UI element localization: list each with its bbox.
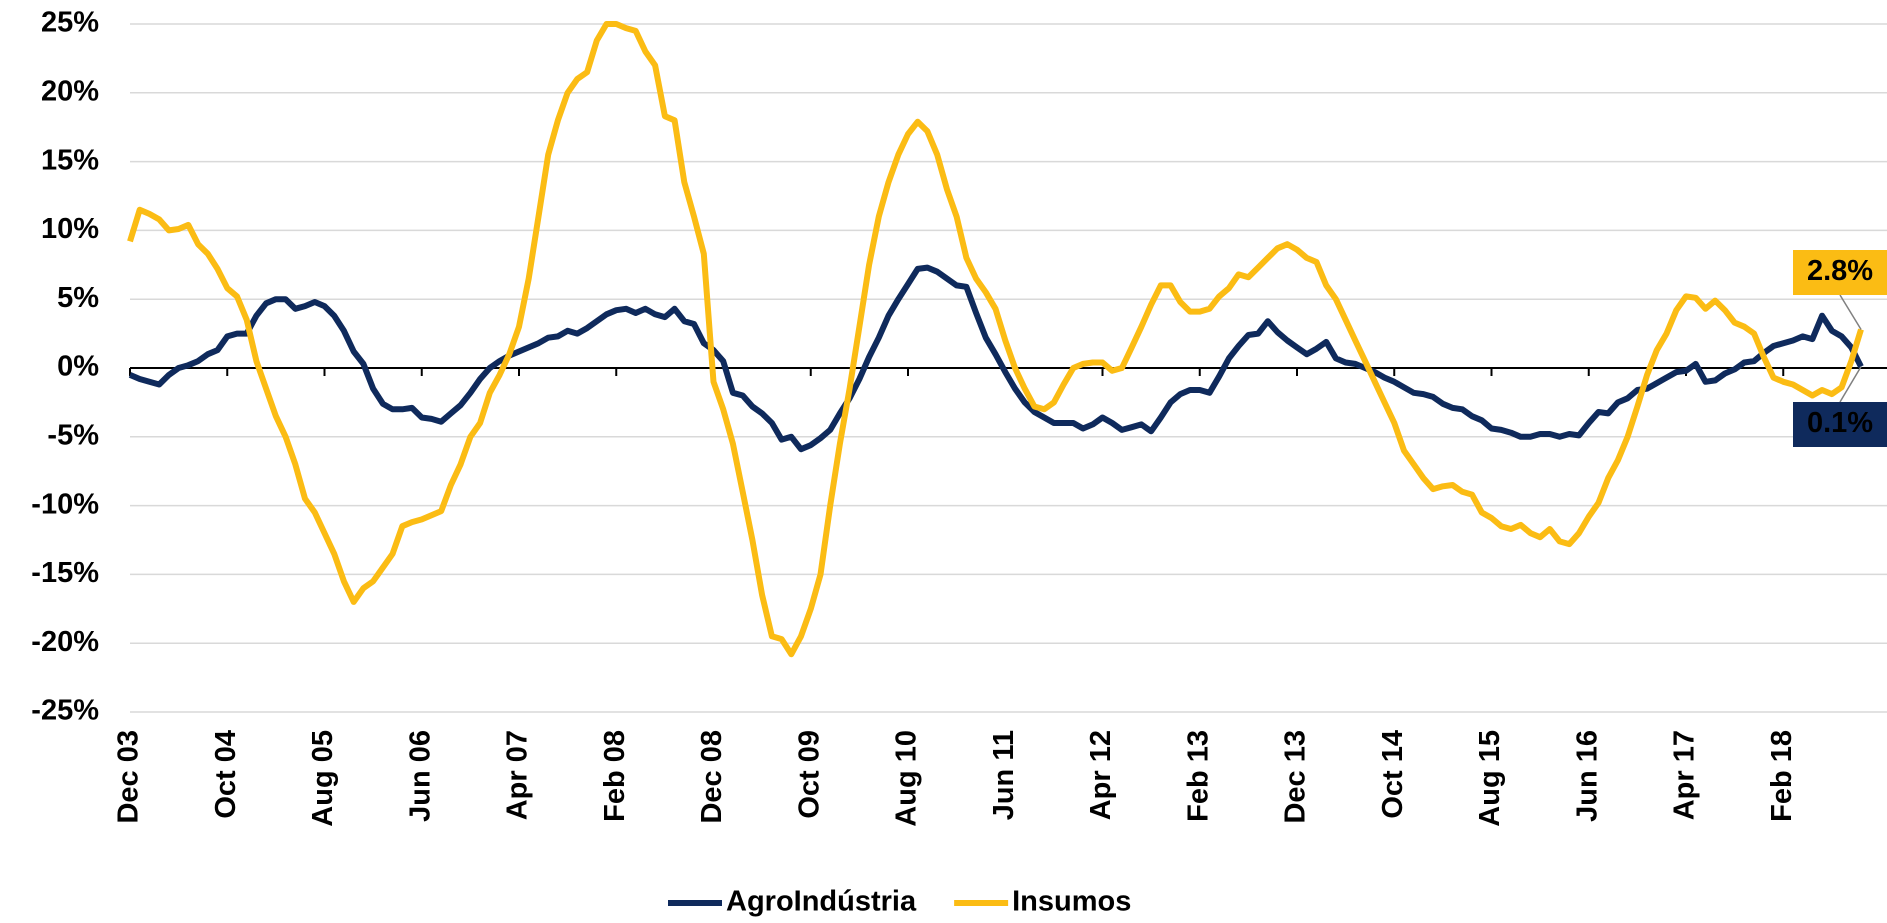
x-tick-label: Aug 10 (891, 730, 923, 827)
x-tick-label: Jun 06 (404, 730, 436, 822)
x-tick-label: Aug 05 (307, 730, 339, 827)
x-tick-label: Oct 14 (1377, 730, 1409, 819)
x-tick-label: Feb 13 (1182, 730, 1214, 822)
label-leader (1839, 294, 1862, 330)
x-tick-label: Jun 11 (988, 730, 1020, 820)
legend-label: AgroIndústria (726, 886, 917, 918)
x-tick-label: Jun 16 (1571, 730, 1603, 822)
y-tick-label: 20% (41, 75, 99, 107)
y-tick-label: 25% (41, 7, 99, 39)
y-tick-label: -10% (31, 488, 99, 520)
data-label: 2.8% (1807, 255, 1873, 287)
x-tick-label: Apr 07 (502, 730, 534, 820)
series-line (127, 21, 1864, 658)
y-tick-label: 15% (41, 144, 99, 176)
legend-label: Insumos (1012, 886, 1131, 918)
x-tick-label: Oct 04 (210, 730, 242, 819)
x-tick-label: Dec 03 (113, 730, 145, 824)
x-tick-label: Aug 15 (1474, 730, 1506, 827)
x-tick-label: Apr 17 (1669, 730, 1701, 820)
x-tick-label: Dec 13 (1280, 730, 1312, 824)
series-line (128, 264, 1864, 453)
label-box (1793, 250, 1887, 295)
data-label: 0.1% (1807, 407, 1873, 439)
x-tick-label: Feb 08 (599, 730, 631, 822)
x-tick-label: Oct 09 (793, 730, 825, 819)
y-tick-label: 0% (57, 351, 99, 383)
y-tick-label: -25% (31, 695, 99, 727)
y-tick-label: -15% (31, 557, 99, 589)
x-tick-label: Apr 12 (1085, 730, 1117, 820)
x-tick-label: Feb 18 (1766, 730, 1798, 822)
y-tick-label: 5% (57, 282, 99, 314)
y-tick-label: -20% (31, 626, 99, 658)
label-box (1793, 402, 1887, 447)
y-tick-label: 10% (41, 213, 99, 245)
y-tick-label: -5% (47, 419, 99, 451)
x-tick-label: Dec 08 (696, 730, 728, 824)
label-leader (1839, 366, 1862, 403)
